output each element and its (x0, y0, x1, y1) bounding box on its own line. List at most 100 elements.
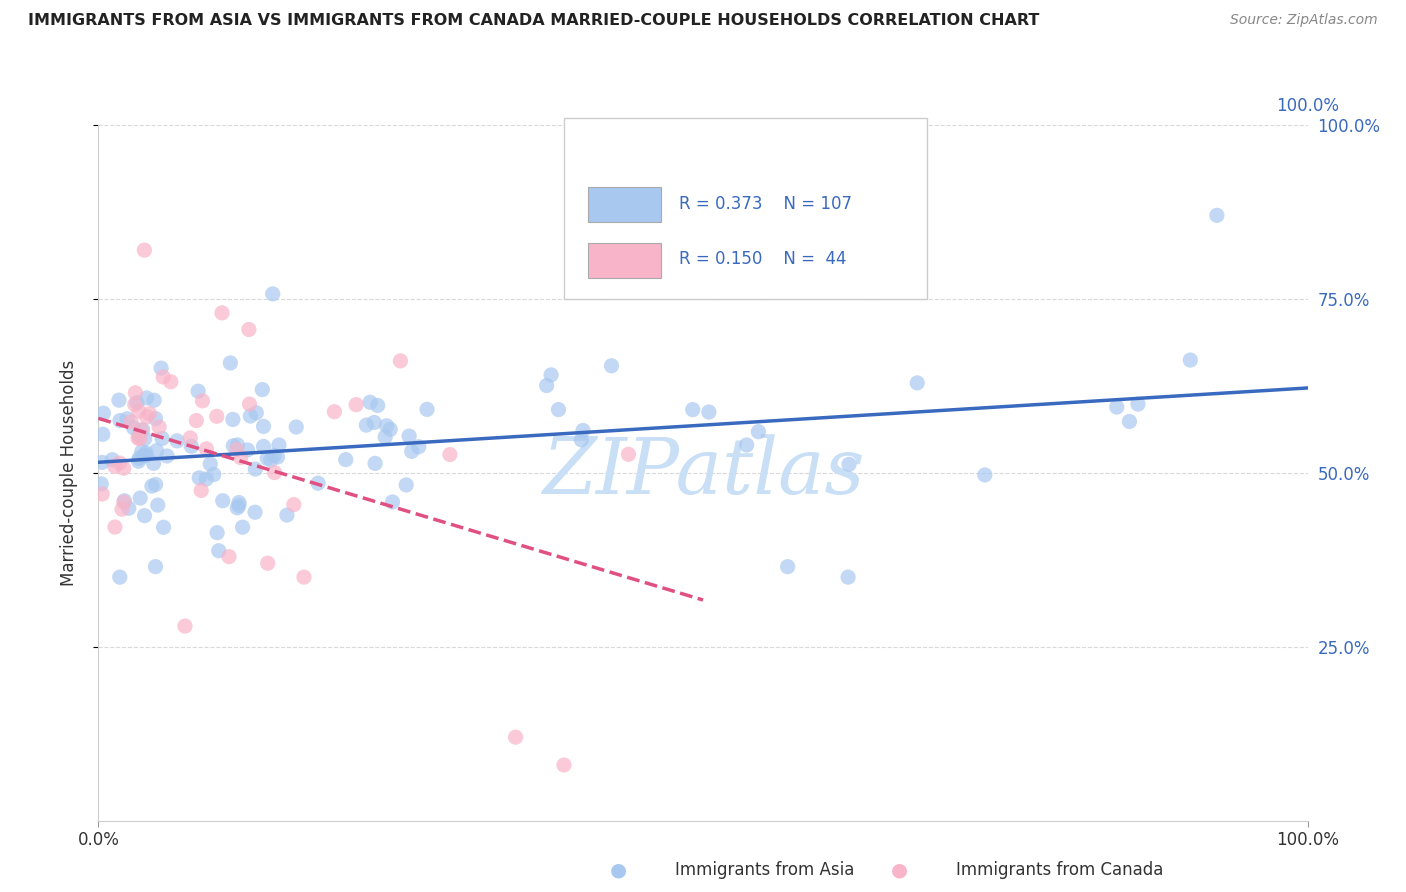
Point (600, 359, 623, 373)
Point (190, 483, 212, 498)
Point (120, 415, 142, 429)
Point (152, 370, 174, 384)
Text: Immigrants from Canada: Immigrants from Canada (956, 861, 1163, 879)
Point (188, 471, 211, 485)
Point (208, 543, 231, 558)
Point (401, 444, 423, 458)
Point (112, 493, 135, 508)
Point (108, 393, 131, 408)
Point (148, 420, 170, 434)
Point (505, 730, 527, 744)
Point (134, 449, 156, 463)
Point (283, 498, 305, 512)
Point (553, 758, 575, 772)
Point (186, 413, 208, 427)
FancyBboxPatch shape (564, 118, 927, 299)
Point (145, 477, 167, 491)
Point (697, 405, 720, 419)
Text: ●: ● (891, 860, 908, 880)
Point (416, 402, 439, 417)
Point (159, 375, 181, 389)
Point (138, 407, 160, 421)
Point (131, 444, 153, 458)
Point (256, 451, 278, 466)
Point (150, 432, 173, 446)
Point (228, 499, 250, 513)
Point (367, 399, 389, 413)
Point (132, 423, 155, 437)
Point (380, 422, 402, 436)
Point (156, 449, 179, 463)
Point (229, 450, 252, 465)
Point (256, 556, 278, 570)
Point (118, 501, 141, 516)
Point (222, 439, 245, 453)
Point (104, 520, 127, 534)
Point (1105, 400, 1128, 414)
Point (91, 487, 114, 501)
Point (195, 442, 218, 456)
Point (239, 409, 262, 423)
Point (129, 432, 152, 446)
Text: Source: ZipAtlas.com: Source: ZipAtlas.com (1230, 13, 1378, 28)
Point (747, 425, 769, 439)
Point (540, 368, 562, 382)
Point (344, 398, 367, 412)
Point (307, 476, 329, 491)
Point (363, 416, 385, 430)
Point (776, 559, 799, 574)
Point (191, 393, 214, 408)
Point (135, 449, 157, 463)
Point (112, 495, 135, 509)
Point (408, 440, 430, 454)
Point (973, 467, 995, 482)
Point (572, 424, 595, 438)
Point (134, 432, 156, 446)
Point (735, 438, 758, 452)
Point (571, 433, 593, 447)
Point (228, 495, 250, 509)
Point (1206, 208, 1229, 222)
Point (222, 412, 245, 426)
Point (218, 549, 240, 564)
Point (152, 520, 174, 534)
Point (200, 457, 222, 471)
Point (374, 430, 396, 444)
Point (90, 477, 112, 491)
Point (1180, 353, 1202, 368)
Point (1118, 414, 1140, 428)
Point (124, 397, 146, 411)
Point (128, 451, 150, 466)
Point (260, 453, 283, 467)
Point (243, 505, 266, 519)
Point (174, 619, 197, 633)
Point (135, 391, 157, 405)
Point (122, 420, 145, 434)
Text: Immigrants from Asia: Immigrants from Asia (675, 861, 855, 879)
Point (236, 442, 259, 457)
Point (263, 449, 285, 463)
Point (187, 384, 209, 399)
Point (285, 420, 308, 434)
Point (91, 455, 114, 469)
Point (547, 402, 569, 417)
Point (536, 378, 558, 392)
Point (232, 520, 254, 534)
Point (127, 454, 149, 468)
Point (205, 525, 228, 540)
Point (135, 409, 157, 424)
Point (226, 500, 249, 515)
Point (125, 395, 148, 409)
Text: IMMIGRANTS FROM ASIA VS IMMIGRANTS FROM CANADA MARRIED-COUPLE HOUSEHOLDS CORRELA: IMMIGRANTS FROM ASIA VS IMMIGRANTS FROM … (28, 13, 1039, 29)
Point (166, 434, 188, 448)
Point (112, 461, 135, 475)
Point (129, 491, 152, 505)
Point (202, 467, 225, 482)
Point (108, 414, 131, 428)
Point (439, 448, 461, 462)
Point (115, 412, 138, 426)
Point (238, 322, 260, 336)
Point (145, 443, 167, 458)
Point (124, 385, 146, 400)
Point (266, 450, 288, 464)
